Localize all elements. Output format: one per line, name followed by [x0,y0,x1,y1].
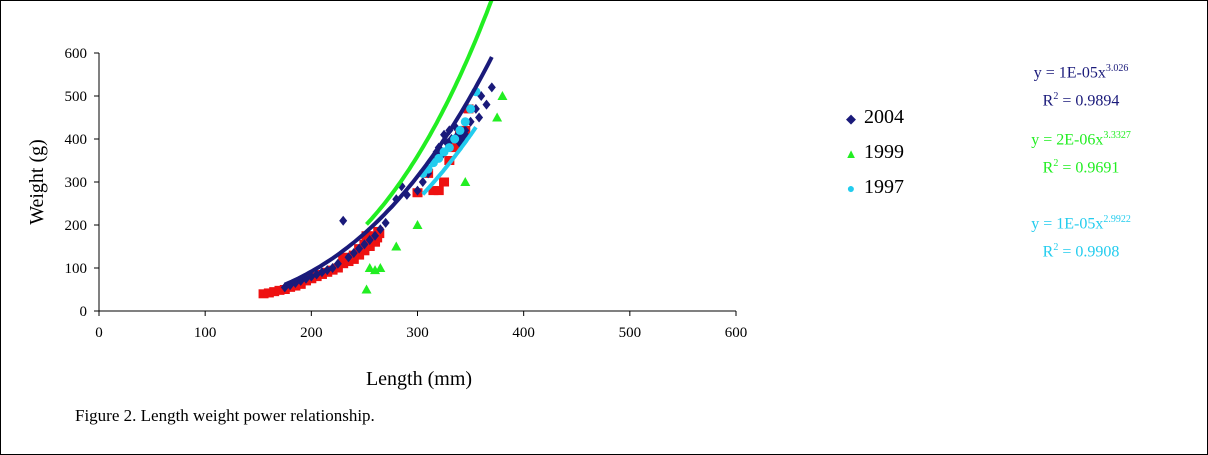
data-point [418,177,427,187]
r2-value: = 0.9894 [1058,92,1120,110]
equation-2004: y = 1E-05x3.026 R2 = 0.9894 [1001,57,1161,114]
circle-icon: ● [846,182,856,197]
x-tick-label: 500 [619,325,642,341]
data-point [460,177,471,186]
diamond-icon: ◆ [846,111,856,126]
data-point [361,284,372,294]
x-tick-label: 200 [300,325,323,341]
equation-exponent: 2.9922 [1103,214,1131,225]
data-point [359,246,370,256]
data-point [365,235,374,246]
y-tick-label: 0 [80,304,88,320]
equation-text: y = 2E-06x [1031,131,1104,149]
data-point [274,285,285,295]
legend-label: 1999 [864,141,904,163]
data-point [391,241,402,251]
data-points [258,82,508,299]
fit-lines [283,1,494,287]
trend-line [421,126,478,196]
r2-sup: 2 [1053,158,1059,170]
y-tick-label: 500 [65,89,88,105]
data-point [439,177,450,187]
legend-item-2004: ◆ 2004 [844,105,904,140]
data-point [339,215,348,226]
equation-exponent: 3.3327 [1103,130,1131,141]
data-point [376,224,385,235]
r2-value: = 0.9691 [1058,159,1120,177]
y-tick-label: 300 [65,175,88,191]
equation-1999: y = 2E-06x3.3327 R2 = 0.9691 [1001,124,1161,181]
data-point [258,289,269,299]
data-point [497,91,508,100]
legend: ◆ 2004 ▲ 1999 ● 1997 [844,105,904,210]
data-point [460,117,470,127]
equation-exponent: 3.026 [1105,63,1129,74]
figure-caption: Figure 2. Length weight power relationsh… [75,406,375,425]
r2-sup: 2 [1053,242,1059,254]
legend-label: 1997 [864,176,904,198]
axes: 0 100 200 300 400 500 600 0 100 200 300 400 500 600 [65,46,748,341]
legend-label: 2004 [864,106,904,128]
data-point [450,134,460,144]
y-axis-label: Weight (g) [26,139,48,225]
x-tick-label: 600 [725,325,748,341]
data-point [412,220,423,229]
trend-line [283,56,494,287]
data-point [475,112,484,123]
trend-line [365,1,494,226]
data-point [482,99,491,110]
data-point [338,252,349,262]
triangle-icon: ▲ [844,146,858,161]
data-point [361,231,372,241]
data-point [434,153,444,163]
equation-1997: y = 1E-05x2.9922 R2 = 0.9908 [1001,208,1161,265]
r2-prefix: R [1042,159,1054,177]
data-point [433,186,444,196]
data-point [349,247,358,258]
y-tick-label: 200 [65,218,88,234]
data-point [364,263,375,272]
data-point [449,143,460,153]
data-point [328,263,337,273]
equation-text: y = 1E-05x [1033,64,1106,82]
data-point [381,217,390,228]
data-point [466,104,476,114]
data-point [444,143,454,153]
x-tick-label: 100 [194,325,217,341]
data-point [360,239,369,250]
data-point [263,288,274,298]
r2-prefix: R [1042,92,1054,110]
data-point [428,186,439,196]
x-tick-label: 300 [406,325,429,341]
data-point [375,263,386,272]
data-point [364,242,375,251]
data-point [344,252,353,263]
r2-prefix: R [1042,243,1054,261]
legend-item-1999: ▲ 1999 [844,140,904,175]
data-point [269,287,280,297]
data-point [487,82,496,93]
data-point [455,125,465,135]
y-tick-label: 100 [65,261,88,277]
r2-sup: 2 [1053,91,1059,103]
y-tick-label: 400 [65,132,88,148]
data-point [371,230,380,241]
data-point [413,185,422,196]
x-axis-label: Length (mm) [366,368,472,390]
x-tick-label: 0 [95,325,103,341]
x-tick-label: 400 [512,325,535,341]
data-point [354,250,365,260]
y-tick-label: 600 [65,46,88,62]
equation-text: y = 1E-05x [1031,215,1104,233]
data-point [492,112,503,122]
legend-item-1997: ● 1997 [844,175,904,210]
r2-value: = 0.9908 [1058,243,1120,261]
data-point [338,259,349,269]
data-point [333,258,342,269]
data-point [355,243,364,254]
